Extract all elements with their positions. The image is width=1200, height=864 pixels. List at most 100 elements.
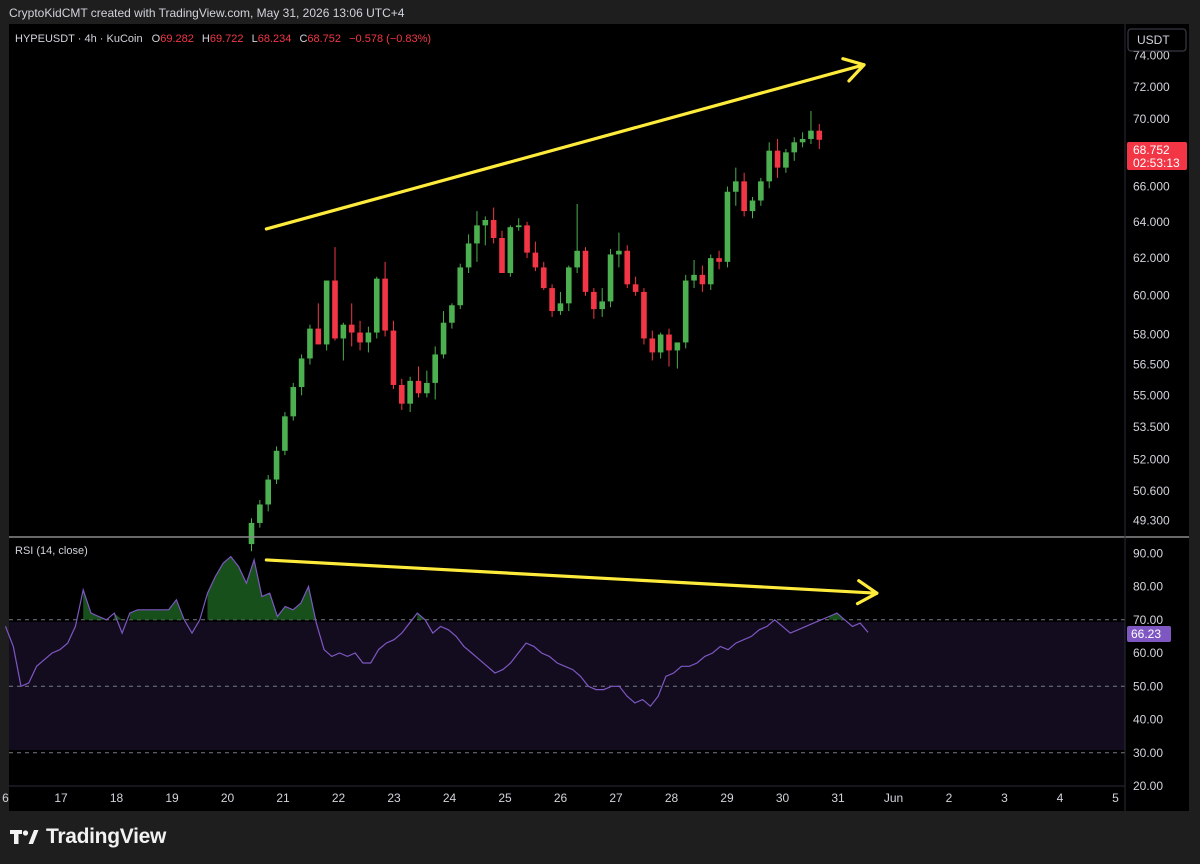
price-trend-arrow-shaft <box>264 63 866 231</box>
rsi-tick-label: 60.00 <box>1133 646 1163 660</box>
candle-body <box>273 450 280 480</box>
price-axis[interactable]: 74.00072.00070.00068.00066.00064.00062.0… <box>1133 49 1170 528</box>
candle-body <box>666 334 672 351</box>
candle-body <box>382 278 388 331</box>
price-tick-label: 49.300 <box>1133 514 1170 528</box>
tradingview-logo[interactable]: TradingView <box>10 825 166 849</box>
time-tick-label: 4 <box>1057 791 1064 805</box>
currency-button-label[interactable]: USDT <box>1137 33 1170 47</box>
candle-body <box>766 150 772 182</box>
candle-body <box>348 324 355 333</box>
candle-body <box>699 274 706 285</box>
candle-body <box>415 380 422 394</box>
time-tick-label: 25 <box>498 791 512 805</box>
candle-body <box>524 225 530 253</box>
legend-o-value: 69.282 <box>160 33 194 45</box>
footer-bar: TradingView <box>0 811 1200 864</box>
candle-body <box>599 301 605 310</box>
tradingview-logo-icon <box>10 830 39 844</box>
candle-body <box>632 284 639 292</box>
attribution-bar: CryptoKidCMT created with TradingView.co… <box>0 0 1200 24</box>
time-tick-label: 31 <box>831 791 845 805</box>
candle-body <box>307 328 313 359</box>
candle-body <box>749 200 756 212</box>
candle-body <box>340 324 347 339</box>
trend-arrows <box>264 57 879 606</box>
candle-body <box>607 254 614 302</box>
price-tick-label: 58.000 <box>1133 328 1170 342</box>
last-price-label: 68.752 02:53:13 <box>1127 142 1187 170</box>
time-tick-label: 30 <box>776 791 790 805</box>
candle-body <box>791 142 798 153</box>
rsi-band-fill <box>9 622 1125 750</box>
chart-canvas[interactable]: 74.00072.00070.00068.00066.00064.00062.0… <box>0 24 1200 811</box>
candle-body <box>265 479 271 505</box>
time-tick-label: Jun <box>884 791 903 805</box>
candle-body <box>808 130 814 139</box>
legend-l-label: L <box>252 33 258 45</box>
candle-body <box>315 328 322 345</box>
candle-body <box>449 305 455 323</box>
time-tick-label: 24 <box>443 791 457 805</box>
price-tick-label: 50.600 <box>1133 484 1170 498</box>
time-tick-label: 21 <box>276 791 290 805</box>
candle-body <box>474 225 480 244</box>
rsi-last-label: 66.23 <box>1127 626 1171 642</box>
candle-body <box>657 334 664 353</box>
last-price-badge <box>1127 142 1187 170</box>
candle-body <box>566 267 572 304</box>
candle-body <box>440 322 447 355</box>
rsi-tick-label: 90.00 <box>1133 546 1163 560</box>
candle-body <box>424 382 430 394</box>
candle-body <box>390 330 397 385</box>
rsi-last-badge <box>1127 626 1171 642</box>
candle-body <box>540 267 547 289</box>
candle-body <box>691 274 697 281</box>
rsi-trend-arrow-head <box>855 579 879 606</box>
tradingview-logo-text: TradingView <box>46 825 167 848</box>
legend-o-label: O <box>152 33 161 45</box>
time-tick-label: 5 <box>1112 791 1119 805</box>
candle-body <box>282 416 288 451</box>
candle-body <box>591 291 597 310</box>
rsi-overbought-fill <box>83 556 845 620</box>
rsi-tick-label: 20.00 <box>1133 779 1163 793</box>
candle-body <box>741 181 747 212</box>
currency-button-frame[interactable] <box>1127 28 1187 52</box>
candle-body <box>507 227 514 274</box>
candle-body <box>332 280 338 339</box>
rsi-axis[interactable]: 90.00 80.00 70.00 60.00 50.00 40.00 30.00 20.00 <box>1133 546 1163 793</box>
time-tick-label: 20 <box>221 791 235 805</box>
candle-body <box>407 380 413 404</box>
price-tick-label: 60.000 <box>1133 289 1170 303</box>
rsi-group <box>4 555 1125 754</box>
last-price-value: 68.752 <box>1133 143 1170 157</box>
time-tick-label: 29 <box>720 791 734 805</box>
price-tick-label: 72.000 <box>1133 80 1170 94</box>
candle-body <box>373 278 380 333</box>
candle-body <box>482 219 489 226</box>
time-tick-label: 18 <box>110 791 124 805</box>
rsi-last-value: 66.23 <box>1131 627 1161 641</box>
rsi-tick-label: 30.00 <box>1133 746 1163 760</box>
attribution-text: CryptoKidCMT created with TradingView.co… <box>9 6 405 20</box>
price-tick-label: 56.500 <box>1133 358 1170 372</box>
candle-body <box>783 152 789 168</box>
candle-body <box>716 258 722 262</box>
price-trend-arrow-head <box>841 57 866 83</box>
candle-body <box>733 181 739 192</box>
candle-body <box>399 384 405 404</box>
candle-body <box>707 258 714 285</box>
price-tick-label: 66.000 <box>1133 180 1170 194</box>
candle-body <box>323 280 330 345</box>
candle-body <box>357 332 363 343</box>
time-axis[interactable]: 6 17 18 19 20 21 22 23 24 25 26 27 28 29 30 31 Jun 2 3 4 5 <box>2 791 1119 805</box>
time-tick-label: 6 <box>2 791 9 805</box>
candle-body <box>290 387 297 417</box>
time-tick-label: 22 <box>332 791 346 805</box>
legend-change: −0.578 (−0.83%) <box>349 33 431 45</box>
candle-body <box>724 191 731 262</box>
candle-body <box>557 303 564 312</box>
currency-button[interactable]: USDT <box>1127 28 1187 52</box>
candle-body <box>816 130 823 140</box>
